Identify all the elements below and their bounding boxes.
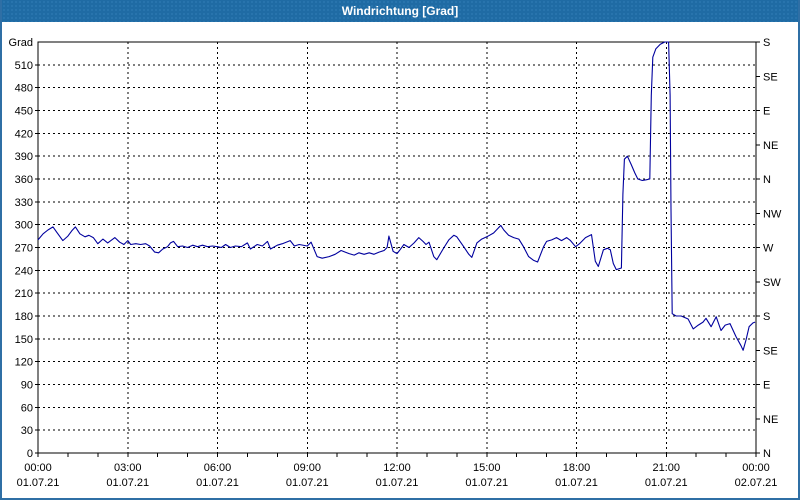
x-tick-time-label: 12:00 (383, 462, 411, 474)
x-tick-time-label: 09:00 (293, 462, 321, 474)
x-tick-time-label: 15:00 (473, 462, 501, 474)
y-right-tick-label: S (763, 37, 770, 49)
y-left-tick-label: 60 (21, 402, 33, 414)
window-title: Windrichtung [Grad] (341, 4, 459, 18)
x-tick-date-label: 01.07.21 (196, 477, 239, 489)
y-left-tick-label: 240 (15, 265, 33, 277)
y-left-tick-label: 510 (15, 60, 33, 72)
y-left-tick-label: 300 (15, 220, 33, 232)
y-left-tick-label: 420 (15, 128, 33, 140)
title-bar: Windrichtung [Grad] (2, 0, 798, 22)
x-tick-date-label: 01.07.21 (286, 477, 329, 489)
x-tick-time-label: 06:00 (204, 462, 232, 474)
y-right-tick-label: E (763, 106, 770, 118)
y-left-tick-label: 390 (15, 151, 33, 163)
y-left-tick-label: 360 (15, 174, 33, 186)
x-tick-time-label: 00:00 (24, 462, 52, 474)
y-right-tick-label: E (763, 380, 770, 392)
y-right-tick-label: SE (763, 71, 778, 83)
y-right-tick-label: NE (763, 414, 778, 426)
x-tick-date-label: 01.07.21 (106, 477, 149, 489)
y-left-tick-label: 120 (15, 357, 33, 369)
y-axis-unit-label: Grad (9, 37, 33, 49)
y-left-tick-label: 180 (15, 311, 33, 323)
y-right-tick-label: NE (763, 140, 778, 152)
y-right-tick-label: N (763, 448, 771, 460)
y-right-tick-label: SW (763, 277, 781, 289)
y-left-tick-label: 210 (15, 288, 33, 300)
y-left-tick-label: 90 (21, 380, 33, 392)
x-tick-time-label: 21:00 (652, 462, 680, 474)
x-tick-date-label: 01.07.21 (645, 477, 688, 489)
y-left-tick-label: 480 (15, 83, 33, 95)
x-tick-date-label: 02.07.21 (735, 477, 778, 489)
y-left-tick-label: 30 (21, 425, 33, 437)
y-right-tick-label: N (763, 174, 771, 186)
wind-direction-chart: 0 30 60 90 120 150 180 210 240 270 300 330 360 390 420… (2, 22, 798, 498)
y-left-tick-label: 450 (15, 106, 33, 118)
y-left-tick-label: 150 (15, 334, 33, 346)
y-left-tick-label: 330 (15, 197, 33, 209)
x-tick-date-label: 01.07.21 (555, 477, 598, 489)
y-right-tick-label: NW (763, 208, 782, 220)
x-tick-time-label: 18:00 (563, 462, 591, 474)
x-tick-date-label: 01.07.21 (465, 477, 508, 489)
x-tick-time-label: 03:00 (114, 462, 142, 474)
y-right-tick-label: SE (763, 345, 778, 357)
wind-direction-series-line (37, 41, 756, 351)
x-tick-date-label: 01.07.21 (17, 477, 60, 489)
y-right-tick-label: W (763, 243, 774, 255)
chart-canvas: 0 30 60 90 120 150 180 210 240 270 300 330 360 390 420… (9, 37, 782, 489)
x-tick-time-label: 00:00 (742, 462, 770, 474)
y-right-tick-label: S (763, 311, 770, 323)
x-tick-date-label: 01.07.21 (376, 477, 419, 489)
y-left-tick-label: 0 (27, 448, 33, 460)
y-left-tick-label: 270 (15, 243, 33, 255)
